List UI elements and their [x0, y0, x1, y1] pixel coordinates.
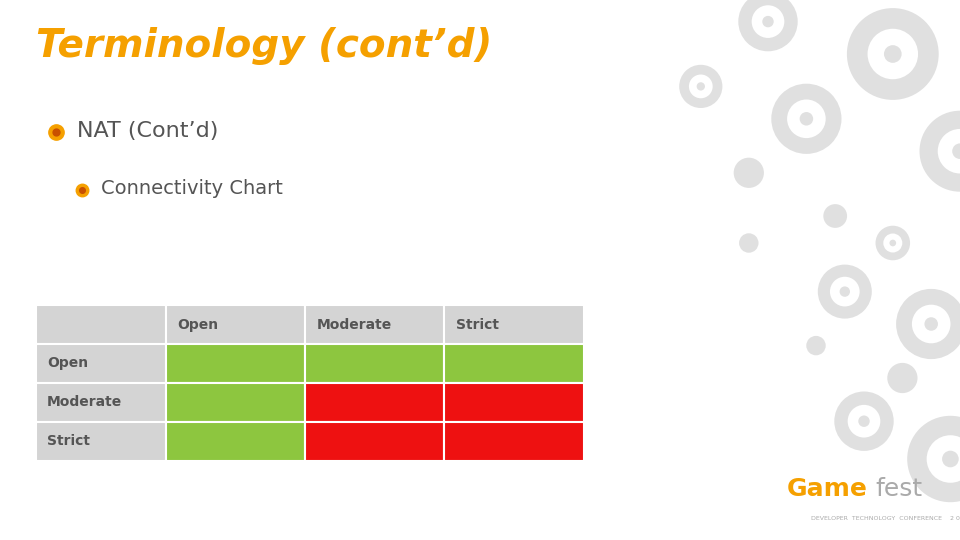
Ellipse shape [920, 111, 960, 192]
Bar [305, 383, 444, 422]
Ellipse shape [800, 112, 813, 126]
Bar [444, 383, 584, 422]
Text: NAT (Cont’d): NAT (Cont’d) [77, 121, 218, 141]
Ellipse shape [887, 363, 918, 393]
Ellipse shape [697, 82, 705, 91]
Ellipse shape [858, 415, 870, 427]
Bar [305, 422, 444, 461]
Bar [36, 383, 166, 422]
Text: Strict: Strict [456, 318, 498, 332]
Text: Open: Open [47, 356, 88, 370]
Bar [36, 344, 166, 383]
Text: Moderate: Moderate [317, 318, 392, 332]
Bar [166, 305, 305, 344]
Ellipse shape [942, 451, 959, 467]
Bar [36, 422, 166, 461]
Ellipse shape [771, 84, 842, 154]
Text: Connectivity Chart: Connectivity Chart [101, 179, 282, 199]
Ellipse shape [884, 45, 901, 63]
Text: Moderate: Moderate [47, 395, 122, 409]
Text: Terminology (cont’d): Terminology (cont’d) [36, 27, 492, 65]
Ellipse shape [733, 158, 764, 188]
Text: fest: fest [876, 477, 923, 501]
Ellipse shape [876, 226, 910, 260]
Ellipse shape [890, 240, 896, 246]
Ellipse shape [787, 99, 826, 138]
Ellipse shape [834, 392, 894, 451]
Bar [166, 383, 305, 422]
Ellipse shape [938, 129, 960, 173]
Bar [444, 305, 584, 344]
Ellipse shape [840, 286, 850, 297]
Ellipse shape [762, 16, 774, 28]
Ellipse shape [848, 405, 880, 437]
Ellipse shape [689, 75, 712, 98]
Ellipse shape [830, 276, 859, 307]
Bar [444, 422, 584, 461]
Bar [305, 305, 444, 344]
Ellipse shape [679, 65, 722, 108]
Ellipse shape [896, 289, 960, 359]
Ellipse shape [912, 305, 950, 343]
Text: Game: Game [787, 477, 868, 501]
Ellipse shape [952, 144, 960, 159]
Text: DEVELOPER  TECHNOLOGY  CONFERENCE    2 0 1 0: DEVELOPER TECHNOLOGY CONFERENCE 2 0 1 0 [811, 516, 960, 521]
Text: Open: Open [178, 318, 218, 332]
Bar [36, 305, 166, 344]
Bar [305, 344, 444, 383]
Ellipse shape [847, 8, 939, 100]
Ellipse shape [924, 317, 938, 331]
Ellipse shape [818, 265, 872, 319]
Ellipse shape [926, 435, 960, 483]
Ellipse shape [752, 5, 784, 38]
Ellipse shape [739, 233, 758, 253]
Text: Strict: Strict [47, 434, 90, 448]
Ellipse shape [907, 416, 960, 502]
Ellipse shape [883, 233, 902, 253]
Ellipse shape [738, 0, 798, 51]
Ellipse shape [824, 204, 847, 228]
Ellipse shape [868, 29, 918, 79]
Ellipse shape [806, 336, 826, 355]
Bar [166, 344, 305, 383]
Bar [166, 422, 305, 461]
Bar [444, 344, 584, 383]
